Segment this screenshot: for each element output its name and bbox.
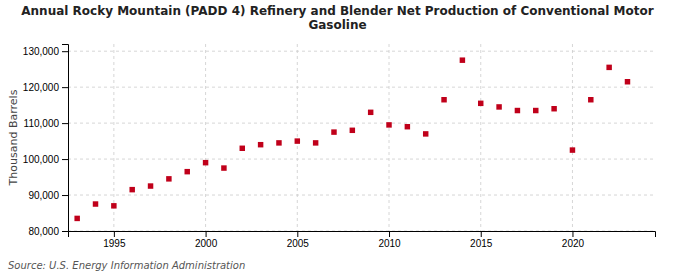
point (240, 146, 245, 151)
grid (68, 44, 655, 231)
tick-label: 100,000 (23, 154, 60, 165)
point (166, 176, 171, 181)
point (625, 79, 630, 84)
grid-line (68, 87, 655, 88)
point (386, 122, 391, 127)
tick: 2010 (378, 231, 401, 249)
tick-mark (389, 231, 390, 237)
tick: 2015 (470, 231, 493, 249)
tick: 90,000 (28, 190, 68, 201)
tick: 2020 (562, 231, 585, 249)
tick: 2000 (195, 231, 218, 249)
tick-mark (206, 231, 207, 237)
tick: 110,000 (24, 118, 68, 129)
tick-label: 120,000 (23, 82, 60, 93)
tick-label: 2020 (562, 238, 585, 249)
grid-line (68, 195, 655, 196)
point (423, 131, 428, 136)
tick-label: 2005 (287, 238, 310, 249)
tick-label: 1995 (103, 238, 126, 249)
axis-line (69, 232, 656, 238)
point (184, 169, 189, 174)
tick: 2005 (287, 231, 310, 249)
source: Source: U.S. Energy Information Administ… (8, 260, 245, 271)
point (203, 160, 208, 165)
tick-mark (62, 195, 68, 196)
grid-line (205, 44, 206, 231)
tick: 80,000 (28, 226, 68, 237)
y-axis: 80,000 90,000 100,000 110,000 120,000 130,000 (23, 45, 69, 237)
tick-label: 90,000 (28, 190, 59, 201)
point (74, 216, 79, 221)
point (570, 147, 575, 152)
point (441, 97, 446, 102)
point (460, 57, 465, 62)
chart: 1995 2000 2005 2010 2015 2020 80,000 90,000 100,… (0, 0, 675, 275)
title-line: Annual Rocky Mountain (PADD 4) Refinery … (21, 4, 653, 18)
tick-mark (62, 51, 68, 52)
tick: 130,000 (23, 46, 68, 57)
tick-mark (62, 123, 68, 124)
grid-line (480, 44, 481, 231)
tick: 120,000 (23, 82, 68, 93)
point (129, 187, 134, 192)
point (588, 97, 593, 102)
point (551, 106, 556, 111)
tick-label: 130,000 (23, 46, 60, 57)
point (515, 108, 520, 113)
tick-mark (297, 231, 298, 237)
point (496, 104, 501, 109)
point (111, 203, 116, 208)
axis-line (62, 45, 69, 232)
grid-line (113, 44, 114, 231)
point (533, 108, 538, 113)
tick-label: 80,000 (28, 226, 59, 237)
grid-line (68, 123, 655, 124)
point (148, 183, 153, 188)
tick-label: 2000 (195, 238, 218, 249)
point (313, 140, 318, 145)
point (295, 138, 300, 143)
tick: 1995 (103, 231, 126, 249)
point (405, 124, 410, 129)
y-axis-label: Thousand Barrels (7, 89, 20, 186)
point (350, 128, 355, 133)
tick-mark (62, 231, 68, 232)
tick-mark (572, 231, 573, 237)
point (276, 140, 281, 145)
grid-line (68, 159, 655, 160)
grid-line (68, 51, 655, 52)
tick-mark (114, 231, 115, 237)
title: Annual Rocky Mountain (PADD 4) Refinery … (21, 4, 653, 32)
point (93, 201, 98, 206)
point (331, 129, 336, 134)
point (368, 110, 373, 115)
point (258, 142, 263, 147)
point (221, 165, 226, 170)
tick-mark (62, 87, 68, 88)
tick-label: 110,000 (24, 118, 60, 129)
point (478, 101, 483, 106)
point (606, 65, 611, 70)
grid-line (389, 44, 390, 231)
tick-mark (62, 159, 68, 160)
tick-label: 2015 (470, 238, 493, 249)
plot: 1995 2000 2005 2010 2015 2020 80,000 90,000 100,… (23, 44, 656, 249)
grid-line (572, 44, 573, 231)
tick: 100,000 (23, 154, 68, 165)
title-line: Gasoline (308, 18, 366, 32)
points (74, 57, 630, 221)
grid-line (297, 44, 298, 231)
tick-label: 2010 (378, 238, 401, 249)
x-axis: 1995 2000 2005 2010 2015 2020 (69, 231, 656, 249)
tick-mark (481, 231, 482, 237)
